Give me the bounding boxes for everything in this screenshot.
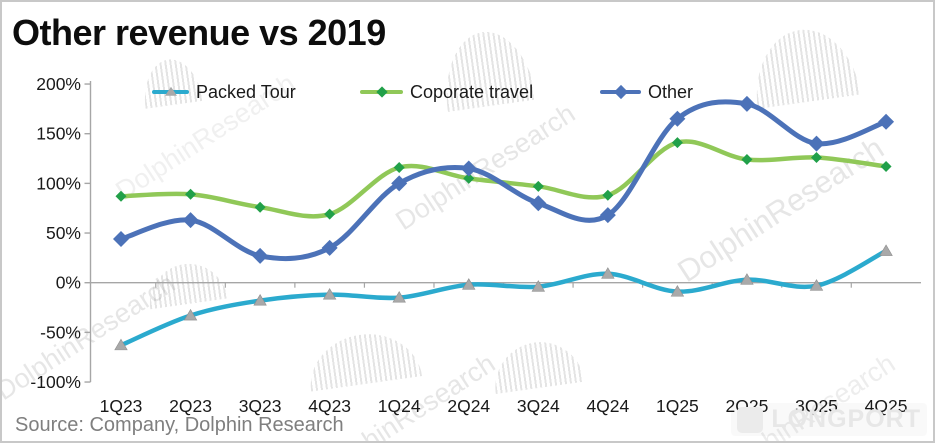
series-packed-tour-marker <box>531 280 546 292</box>
chart-title: Other revenue vs 2019 <box>12 12 386 53</box>
y-tick-label: 50% <box>46 223 81 243</box>
legend-item-other: Other <box>600 82 693 102</box>
series-packed-tour-marker <box>253 293 267 306</box>
diamond-marker-icon <box>613 84 628 100</box>
x-tick-label: 1Q24 <box>378 396 421 416</box>
series-coporate-travel-marker <box>115 190 127 202</box>
series-other-marker <box>321 239 338 256</box>
series-packed-tour-marker <box>809 279 824 291</box>
series-packed-tour-marker <box>392 291 406 303</box>
other-legend-swatch <box>600 84 641 100</box>
series-coporate-travel-marker <box>254 201 266 213</box>
series-coporate-travel-marker <box>811 152 822 164</box>
series-coporate-travel-marker <box>185 188 197 200</box>
y-tick-label: 200% <box>36 74 81 94</box>
series-packed-tour-marker <box>114 338 128 351</box>
series-coporate-travel-marker <box>741 154 753 166</box>
series-other-marker <box>738 95 755 112</box>
x-tick-label: 1Q23 <box>100 396 143 416</box>
series-packed-tour-marker <box>879 244 893 256</box>
y-tick-label: 0% <box>56 273 81 293</box>
series-packed-tour-line <box>118 248 889 348</box>
legend-label: Coporate travel <box>410 81 534 102</box>
series-packed-tour-marker <box>462 278 476 290</box>
series-packed-tour-marker <box>322 288 337 300</box>
series-coporate-travel-marker <box>463 172 475 184</box>
x-tick-label: 4Q24 <box>586 396 629 416</box>
series-coporate-travel-marker <box>671 137 683 149</box>
series-packed-tour-marker <box>740 273 754 285</box>
x-tick-label: 1Q25 <box>656 396 699 416</box>
series-coporate-travel-marker <box>532 180 544 192</box>
y-tick-label: -50% <box>40 322 81 342</box>
series-other-marker <box>878 113 895 130</box>
legend-item-packed-tour: Packed Tour <box>152 82 296 102</box>
series-packed-tour-marker <box>601 267 615 279</box>
legend-item-coporate-travel: Coporate travel <box>360 82 533 102</box>
x-tick-label: 2Q24 <box>447 396 490 416</box>
series-other-marker <box>113 230 129 247</box>
longport-watermark-text: LONGPORT <box>771 405 921 433</box>
legend-label: Packed Tour <box>196 81 296 102</box>
series-other-marker <box>530 195 547 212</box>
x-tick-label: 4Q23 <box>308 396 351 416</box>
series-other-marker <box>808 135 825 152</box>
series-other-marker <box>460 160 477 177</box>
series-coporate-travel-marker <box>324 208 336 220</box>
packed-tour-legend-swatch <box>152 86 189 96</box>
x-tick-label: 3Q25 <box>795 396 838 416</box>
series-other-marker <box>391 175 408 192</box>
series-other-marker <box>599 207 616 224</box>
series-other-marker <box>669 110 686 127</box>
series-coporate-travel-line <box>118 139 889 219</box>
longport-watermark: LONGPORT <box>731 403 927 436</box>
y-tick-label: 100% <box>36 173 81 193</box>
legend-label: Other <box>648 81 694 102</box>
y-tick-label: 150% <box>36 124 81 144</box>
coporate-travel-legend-swatch <box>360 86 403 98</box>
x-tick-label: 2Q23 <box>169 396 212 416</box>
x-tick-label: 4Q25 <box>865 396 908 416</box>
series-other-marker <box>252 247 269 264</box>
diamond-marker-icon <box>375 86 388 98</box>
series-coporate-travel-marker <box>880 160 892 172</box>
x-tick-label: 3Q24 <box>517 396 560 416</box>
source-text: Source: Company, Dolphin Research <box>15 414 344 436</box>
series-packed-tour-marker <box>670 285 685 297</box>
y-tick-label: -100% <box>30 372 81 392</box>
series-coporate-travel-marker <box>602 189 614 201</box>
series-other-marker <box>182 212 199 229</box>
x-tick-label: 3Q23 <box>239 396 282 416</box>
longport-logo-icon <box>737 406 764 433</box>
series-packed-tour-marker <box>183 308 198 321</box>
triangle-marker-icon <box>164 86 177 96</box>
series-coporate-travel-marker <box>393 161 405 173</box>
